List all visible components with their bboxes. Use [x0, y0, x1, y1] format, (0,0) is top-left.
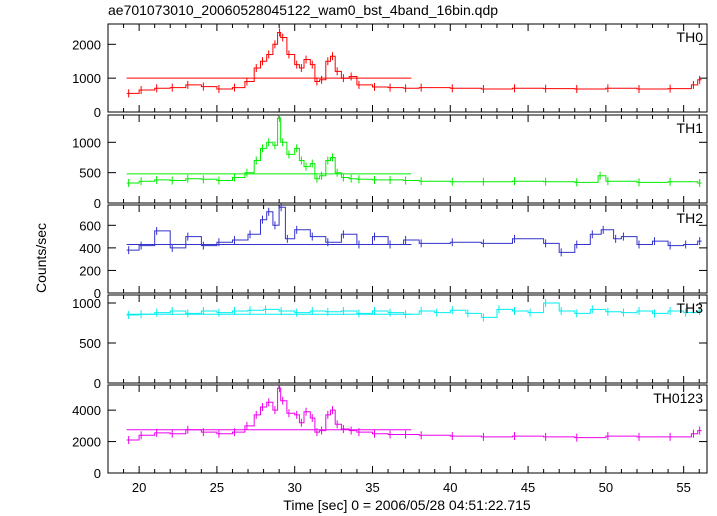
y-tick-label: 0: [94, 466, 101, 481]
panel-th0: 0 1000 2000 TH0: [72, 23, 708, 120]
series-line: [126, 387, 702, 441]
panel-th1: 0 500 1000 TH1: [72, 114, 708, 211]
x-tick-label: 45: [521, 480, 535, 495]
y-tick-label: 0: [94, 286, 101, 301]
panel-frame: [107, 384, 708, 474]
y-tick-label: 1000: [72, 135, 101, 150]
y-tick-label: 2000: [72, 37, 101, 52]
y-tick-label: 1000: [72, 71, 101, 86]
panel-frame: [107, 23, 708, 113]
y-tick-label: 500: [79, 336, 101, 351]
y-tick-label: 400: [79, 241, 101, 256]
series-line: [126, 206, 702, 253]
panel-th0123: 0 2000 4000 TH0123: [72, 384, 708, 481]
y-tick-label: 0: [94, 105, 101, 120]
x-tick-label: 35: [365, 480, 379, 495]
panel-label: TH0123: [653, 390, 703, 406]
panel-frame: [107, 204, 708, 294]
y-tick-label: 0: [94, 376, 101, 391]
x-tick-label: 40: [443, 480, 457, 495]
x-tick-label: 25: [210, 480, 224, 495]
y-tick-label: 600: [79, 218, 101, 233]
y-axis-label: Counts/sec: [33, 223, 49, 293]
chart-title: ae701073010_20060528045122_wam0_bst_4ban…: [108, 2, 499, 18]
x-tick-label: 50: [599, 480, 613, 495]
panel-label: TH2: [677, 210, 704, 226]
series-line: [126, 117, 702, 184]
panel-frame: [107, 294, 708, 384]
panel-th2: 0 200 400 600 TH2: [79, 203, 708, 301]
x-axis-label: Time [sec] 0 = 2006/05/28 04:51:22.715: [283, 497, 531, 513]
panel-label: TH3: [677, 300, 704, 316]
y-tick-label: 2000: [72, 435, 101, 450]
y-tick-label: 200: [79, 263, 101, 278]
panel-label: TH1: [677, 120, 704, 136]
x-tick-label: 30: [287, 480, 301, 495]
y-tick-label: 0: [94, 196, 101, 211]
series-line: [126, 32, 702, 94]
y-tick-label: 4000: [72, 403, 101, 418]
y-tick-label: 500: [79, 166, 101, 181]
x-tick-label: 55: [676, 480, 690, 495]
panel-label: TH0: [677, 29, 704, 45]
panel-th3: 0 500 1000 TH3: [72, 294, 708, 391]
x-axis: 20 25 30 35 40 45 50 55: [132, 480, 691, 495]
x-tick-label: 20: [132, 480, 146, 495]
series-line: [126, 302, 702, 318]
y-tick-label: 1000: [72, 296, 101, 311]
panel-frame: [107, 114, 708, 204]
